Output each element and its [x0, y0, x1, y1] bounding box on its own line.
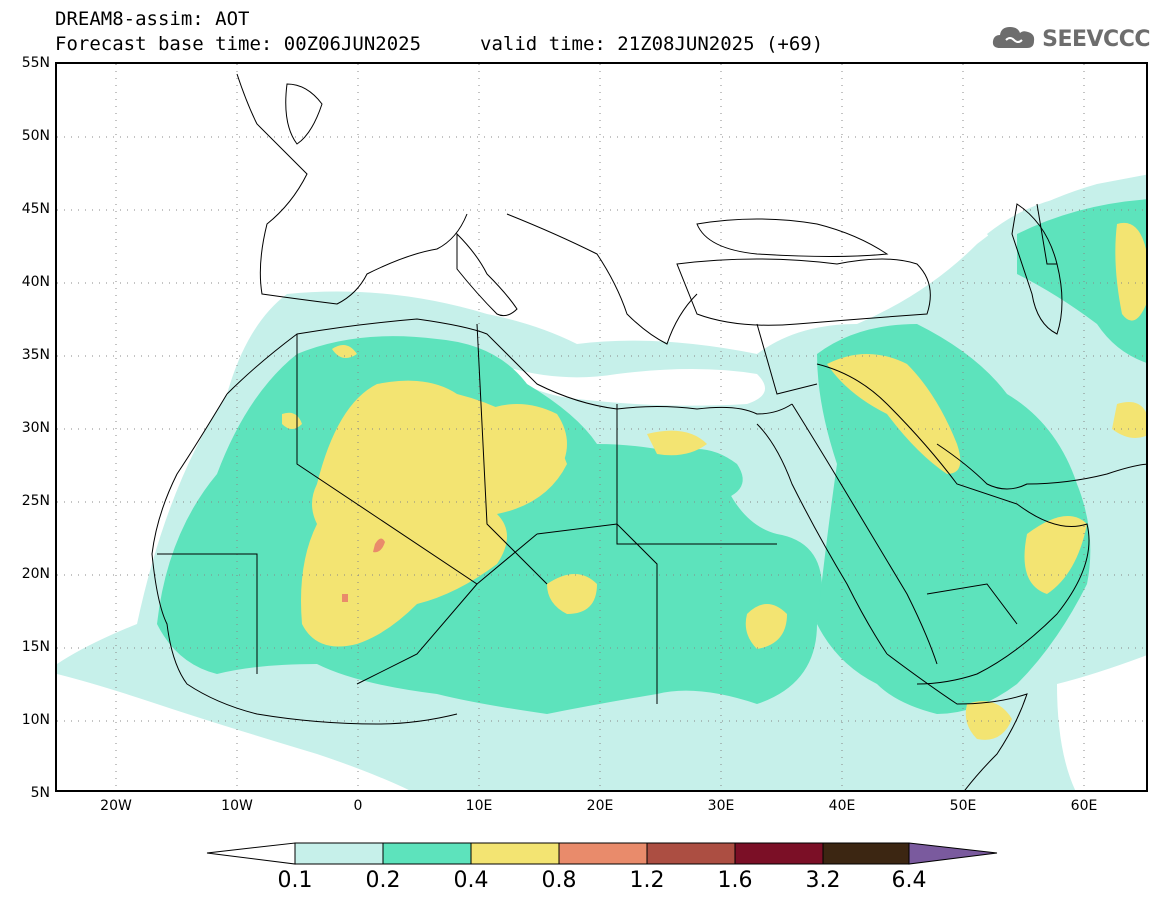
lon-label: 10W [221, 798, 253, 814]
aot-field-clear [57, 364, 1146, 790]
colorbar-segment [470, 842, 560, 865]
map-grid [57, 64, 1146, 790]
colorbar-label: 0.4 [453, 868, 489, 893]
colorbar-label: 3.2 [805, 868, 841, 893]
lat-label: 30N [21, 420, 50, 436]
title-line-1: DREAM8-assim: AOT [55, 8, 250, 30]
lat-label: 35N [21, 347, 50, 363]
title-base-time: Forecast base time: 00Z06JUN2025 [55, 33, 422, 55]
colorbar-label: 0.2 [365, 868, 401, 893]
colorbar-label: 6.4 [891, 868, 927, 893]
colorbar-label: 1.2 [629, 868, 665, 893]
lat-label: 5N [30, 785, 50, 801]
lon-label: 50E [949, 798, 977, 814]
colorbar-segment-over [908, 842, 998, 865]
colorbar-segment-under [206, 842, 296, 865]
lat-label: 45N [21, 201, 50, 217]
lat-label: 15N [21, 639, 50, 655]
aot-field-0.4 [282, 222, 1146, 740]
colorbar-segment [558, 842, 648, 865]
colorbar-segment [294, 842, 384, 865]
colorbar-label: 0.8 [541, 868, 577, 893]
lon-label: 10E [465, 798, 493, 814]
colorbar-label: 1.6 [717, 868, 753, 893]
cloud-icon [990, 22, 1038, 56]
lat-label: 10N [21, 712, 50, 728]
coastlines [151, 73, 1146, 790]
logo-text: SEEVCCC [1042, 26, 1150, 52]
lat-label: 20N [21, 566, 50, 582]
colorbar-segment [822, 842, 910, 865]
colorbar-label: 0.1 [277, 868, 313, 893]
colorbar [206, 842, 998, 865]
seevccc-logo: SEEVCCC [990, 22, 1150, 56]
colorbar-segment [382, 842, 472, 865]
lon-label: 20W [100, 798, 132, 814]
lon-label: 20E [586, 798, 614, 814]
lon-label: 0 [353, 798, 363, 814]
colorbar-segment [734, 842, 824, 865]
aot-map-canvas [57, 64, 1146, 790]
lat-label: 50N [21, 128, 50, 144]
lat-label: 40N [21, 274, 50, 290]
lon-label: 60E [1070, 798, 1098, 814]
lat-label: 25N [21, 493, 50, 509]
aot-map [55, 62, 1148, 792]
aot-field-0.8 [342, 538, 385, 602]
lon-label: 40E [828, 798, 856, 814]
lat-label: 55N [21, 55, 50, 71]
lon-label: 30E [707, 798, 735, 814]
colorbar-segment [646, 842, 736, 865]
title-valid-time: valid time: 21Z08JUN2025 (+69) [480, 33, 824, 55]
